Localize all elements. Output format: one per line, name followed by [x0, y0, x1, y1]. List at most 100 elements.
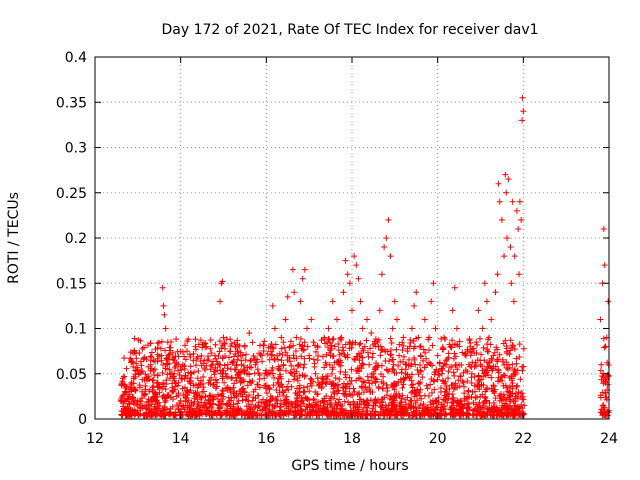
- data-point: [497, 410, 504, 417]
- data-point: [334, 381, 341, 388]
- data-point: [348, 378, 355, 385]
- data-point: [407, 397, 414, 404]
- data-point: [442, 411, 449, 418]
- data-point: [217, 338, 224, 345]
- data-point: [332, 374, 339, 381]
- data-point: [142, 386, 149, 393]
- data-point: [476, 410, 483, 417]
- data-point: [140, 392, 147, 399]
- data-point: [133, 360, 140, 367]
- data-point: [387, 351, 394, 358]
- data-point: [413, 411, 420, 418]
- data-point: [200, 373, 207, 380]
- data-point: [254, 411, 261, 418]
- data-point: [477, 335, 484, 342]
- data-point: [230, 401, 237, 408]
- data-point: [153, 380, 160, 387]
- data-point: [291, 412, 298, 419]
- data-point: [122, 388, 129, 395]
- data-point: [449, 396, 456, 403]
- y-tick-label: 0.3: [65, 141, 87, 157]
- data-point: [148, 349, 155, 356]
- data-point: [375, 383, 382, 390]
- data-point: [315, 412, 322, 419]
- data-point: [393, 390, 400, 397]
- data-point: [380, 373, 387, 380]
- data-point: [376, 307, 383, 314]
- data-point: [261, 375, 268, 382]
- data-point: [348, 366, 355, 373]
- data-point: [328, 370, 335, 377]
- data-point: [198, 352, 205, 359]
- data-point: [504, 403, 511, 410]
- data-point: [418, 368, 425, 375]
- data-point: [338, 336, 345, 343]
- data-point: [402, 361, 409, 368]
- data-point: [297, 298, 304, 305]
- data-point: [192, 336, 199, 343]
- data-point: [390, 404, 397, 411]
- data-point: [475, 373, 482, 380]
- data-point: [152, 412, 159, 419]
- data-point: [509, 382, 516, 389]
- data-point: [602, 411, 609, 418]
- data-point: [159, 410, 166, 417]
- data-point: [329, 364, 336, 371]
- data-point: [203, 343, 210, 350]
- data-point: [351, 253, 358, 260]
- data-point: [127, 356, 134, 363]
- data-point: [454, 384, 461, 391]
- data-point: [120, 408, 127, 415]
- data-point: [274, 379, 281, 386]
- data-point: [516, 353, 523, 360]
- y-tick-label: 0.05: [56, 367, 87, 383]
- data-point: [160, 392, 167, 399]
- data-point: [287, 369, 294, 376]
- data-point: [408, 412, 415, 419]
- data-point: [508, 390, 515, 397]
- data-point: [492, 395, 499, 402]
- data-point: [154, 379, 161, 386]
- data-point: [155, 383, 162, 390]
- data-point: [164, 371, 171, 378]
- data-point: [484, 359, 491, 366]
- data-point: [360, 389, 367, 396]
- data-point: [259, 358, 266, 365]
- data-point: [407, 339, 414, 346]
- data-point: [498, 407, 505, 414]
- data-point: [505, 176, 512, 183]
- data-point: [200, 341, 207, 348]
- data-point: [301, 361, 308, 368]
- data-point: [248, 364, 255, 371]
- data-point: [517, 376, 524, 383]
- data-point: [131, 335, 138, 342]
- data-point: [512, 398, 519, 405]
- data-point: [177, 348, 184, 355]
- data-point: [601, 344, 608, 351]
- data-point: [269, 412, 276, 419]
- data-point: [334, 387, 341, 394]
- data-point: [207, 345, 214, 352]
- data-point: [136, 382, 143, 389]
- data-point: [274, 393, 281, 400]
- data-point: [299, 408, 306, 415]
- data-point: [364, 400, 371, 407]
- data-point: [249, 378, 256, 385]
- data-point: [207, 396, 214, 403]
- data-point: [282, 316, 289, 323]
- data-point: [354, 353, 361, 360]
- data-point: [492, 386, 499, 393]
- data-point: [482, 388, 489, 395]
- data-point: [382, 357, 389, 364]
- data-point: [327, 347, 334, 354]
- data-point: [128, 380, 135, 387]
- data-point: [315, 405, 322, 412]
- data-point: [241, 342, 248, 349]
- data-point: [327, 408, 334, 415]
- data-point: [232, 366, 239, 373]
- data-point: [416, 343, 423, 350]
- data-point: [293, 368, 300, 375]
- data-point: [400, 342, 407, 349]
- data-point: [195, 382, 202, 389]
- data-point: [512, 371, 519, 378]
